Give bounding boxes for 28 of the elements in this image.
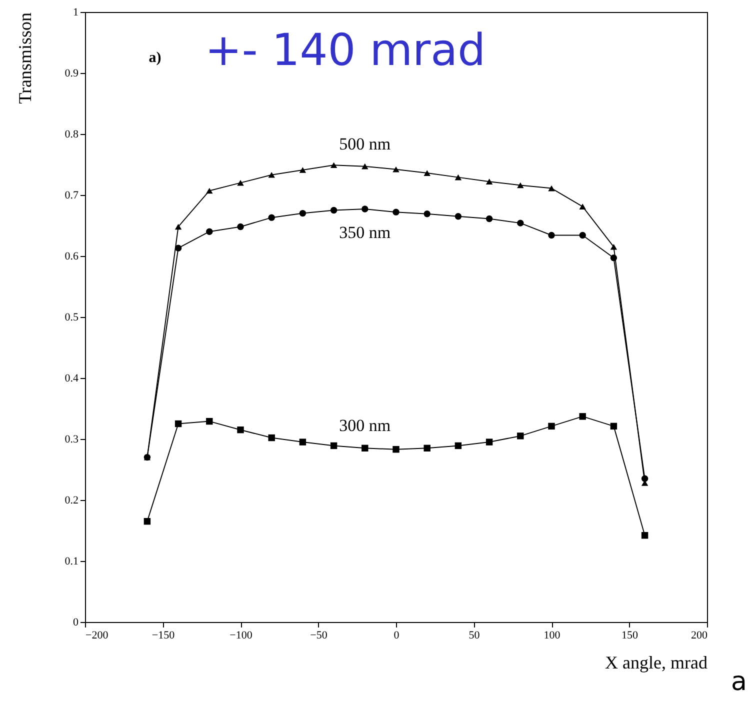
y-tick-label: 0.7	[64, 190, 79, 202]
annotation: +- 140 mrad	[205, 25, 486, 76]
x-tick-label: −50	[310, 630, 328, 642]
y-tick-label: 0.1	[64, 556, 78, 568]
y-axis-title: Transmisson	[14, 12, 35, 104]
annotation: a)	[148, 50, 162, 66]
y-tick-label: 0.2	[64, 494, 78, 506]
y-tick-label: 0.6	[64, 250, 79, 262]
y-tick-label: 1	[73, 6, 78, 18]
y-tick-label: 0.4	[64, 372, 79, 384]
series-label: 300 nm	[339, 416, 391, 436]
x-tick-label: −200	[86, 630, 109, 642]
x-tick-label: 50	[468, 630, 480, 642]
text: a	[731, 667, 747, 697]
x-tick-label: 200	[691, 630, 708, 642]
x-axis-title: X angle, mrad	[605, 652, 708, 672]
series-label: 500 nm	[339, 134, 391, 154]
y-tick-label: 0.5	[64, 312, 79, 324]
x-tick-label: 100	[544, 630, 561, 642]
series-label: 350 nm	[339, 223, 391, 242]
x-tick-label: 150	[622, 630, 638, 642]
y-tick-label: 0.3	[64, 434, 79, 446]
y-tick-label: 0.8	[64, 128, 79, 140]
x-tick-label: 0	[394, 630, 400, 642]
x-tick-label: −150	[152, 630, 176, 642]
x-tick-label: −100	[230, 630, 253, 642]
y-tick-label: 0.9	[64, 68, 79, 80]
y-tick-label: 0	[73, 616, 79, 628]
